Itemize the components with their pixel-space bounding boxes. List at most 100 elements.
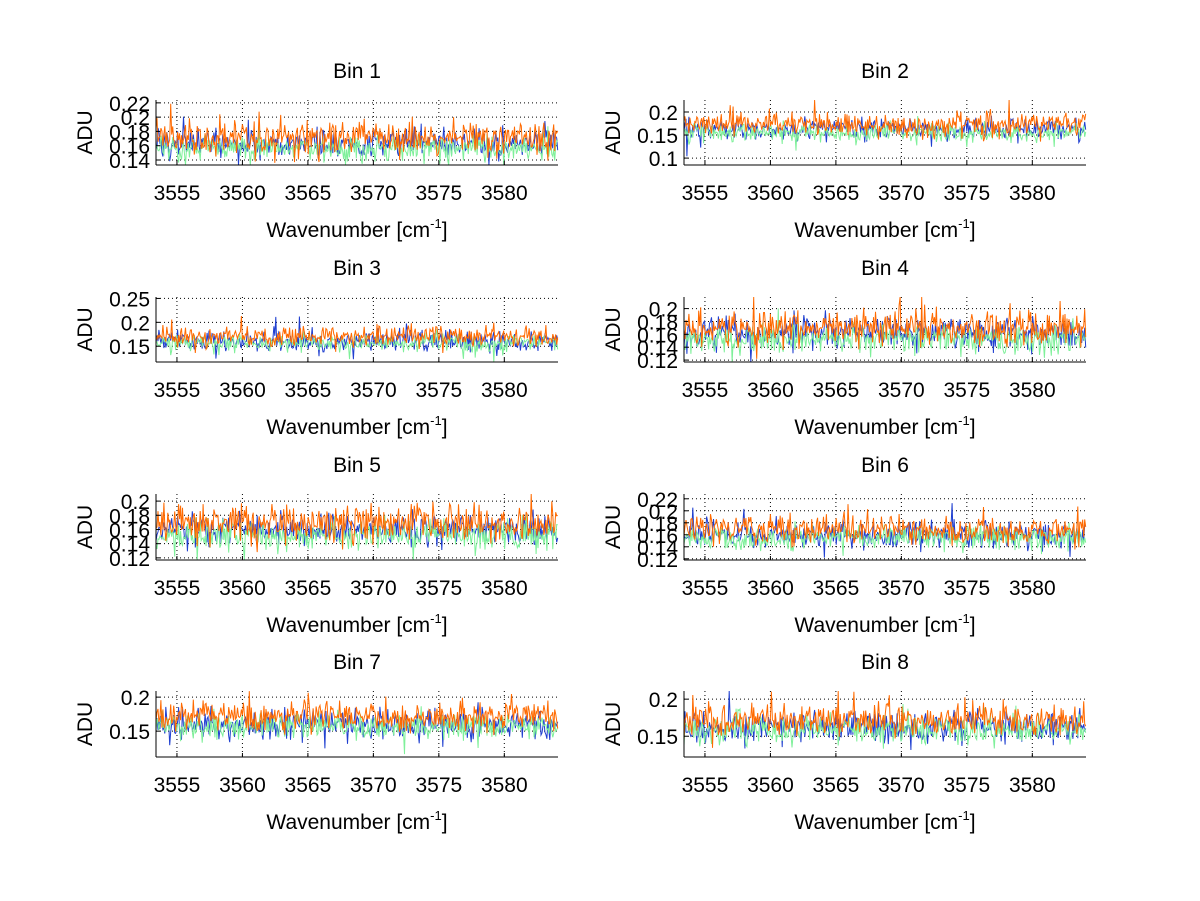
y-tick-label: 0.14 [637, 537, 678, 560]
series-line-2 [683, 521, 1087, 556]
series-line-2 [155, 126, 559, 166]
x-tick-label: 3565 [285, 577, 332, 600]
x-axis-label-superscript: -1 [430, 216, 442, 231]
x-tick-label: 3565 [813, 577, 860, 600]
x-axis-label-end: ] [970, 416, 976, 439]
series-group [683, 690, 1087, 751]
subplot-title: Bin 6 [861, 454, 909, 477]
y-tick-label: 0.2 [121, 491, 150, 514]
x-tick-label: 3570 [878, 577, 925, 600]
x-tick-label: 3565 [285, 379, 332, 402]
x-tick-label: 3575 [943, 577, 990, 600]
y-tick-label: 0.18 [637, 311, 678, 334]
series-line-3 [155, 691, 559, 736]
x-axis-label-superscript: -1 [430, 808, 442, 823]
x-tick-label: 3555 [682, 577, 729, 600]
subplot-bin-8: Bin 8 3555 3560 3565 3570 3575 3580 0.15 0.2 ADU W… [602, 651, 1087, 834]
x-tick-label: 3570 [350, 577, 397, 600]
y-tick-label: 0.2 [649, 689, 678, 712]
series-line-3 [155, 315, 559, 354]
x-tick-label: 3570 [350, 379, 397, 402]
x-tick-label: 3560 [219, 577, 266, 600]
x-axis-label-main: Wavenumber [cm [266, 811, 430, 834]
subplot-bin-7: Bin 7 3555 3560 3565 3570 3575 3580 0.15 0.2 ADU W… [74, 651, 559, 834]
x-axis-label: Wavenumber [cm-1] [794, 611, 975, 637]
y-tick-label: 0.2 [649, 299, 678, 322]
x-axis-label-main: Wavenumber [cm [266, 416, 430, 439]
y-axis-label: ADU [74, 307, 97, 351]
y-axis-label: ADU [602, 110, 625, 154]
subplot-title: Bin 3 [333, 257, 381, 280]
series-line-3 [155, 493, 558, 553]
series-line-1 [155, 702, 559, 749]
x-tick-label: 3580 [481, 182, 528, 205]
x-tick-label: 3580 [1009, 379, 1056, 402]
y-tick-label: 0.2 [121, 687, 150, 710]
x-axis-label-end: ] [442, 614, 448, 637]
subplot-title: Bin 8 [861, 651, 909, 674]
x-tick-label: 3555 [682, 379, 729, 402]
y-tick-label: 0.12 [637, 549, 678, 572]
x-tick-label: 3580 [1009, 774, 1056, 797]
x-axis-label-end: ] [970, 811, 976, 834]
y-axis-label: ADU [74, 110, 97, 154]
x-tick-label: 3560 [747, 379, 794, 402]
y-tick-label: 0.16 [637, 324, 678, 347]
x-tick-label: 3555 [154, 182, 201, 205]
x-axis-label-superscript: -1 [430, 611, 442, 626]
series-line-2 [683, 115, 1087, 151]
series-group [683, 503, 1087, 558]
y-tick-label: 0.15 [637, 726, 678, 749]
x-tick-label: 3565 [813, 774, 860, 797]
x-axis-label-superscript: -1 [958, 413, 970, 428]
y-tick-label: 0.16 [109, 519, 150, 542]
series-line-3 [683, 690, 1087, 748]
series-group [155, 493, 559, 561]
x-axis-label-superscript: -1 [958, 808, 970, 823]
x-axis-label: Wavenumber [cm-1] [794, 413, 975, 439]
subplot-title: Bin 2 [861, 60, 909, 83]
series-line-3 [155, 103, 559, 163]
x-axis-label-main: Wavenumber [cm [794, 614, 958, 637]
x-axis-label-superscript: -1 [958, 216, 970, 231]
y-tick-label: 0.2 [649, 501, 678, 524]
y-tick-label: 0.2 [649, 102, 678, 125]
y-tick-label: 0.12 [637, 350, 678, 373]
x-axis-label-end: ] [442, 219, 448, 242]
y-axis-label: ADU [602, 505, 625, 549]
x-tick-label: 3575 [415, 182, 462, 205]
y-tick-label: 0.22 [109, 93, 150, 116]
x-tick-label: 3560 [747, 774, 794, 797]
subplot-title: Bin 5 [333, 454, 381, 477]
y-tick-label: 0.14 [109, 150, 150, 173]
y-tick-label: 0.25 [109, 288, 150, 311]
x-tick-label: 3575 [415, 379, 462, 402]
x-tick-label: 3565 [285, 774, 332, 797]
x-tick-label: 3575 [415, 774, 462, 797]
x-tick-label: 3560 [219, 379, 266, 402]
subplot-bin-3: Bin 3 3555 3560 3565 3570 3575 3580 0.150.20.25… [74, 257, 559, 439]
x-tick-label: 3560 [219, 182, 266, 205]
x-tick-label: 3555 [154, 577, 201, 600]
x-axis-label-end: ] [970, 219, 976, 242]
series-group [683, 296, 1087, 363]
x-tick-label: 3555 [682, 774, 729, 797]
x-tick-label: 3570 [878, 379, 925, 402]
subplot-title: Bin 1 [333, 60, 381, 83]
y-tick-label: 0.2 [121, 107, 150, 130]
y-axis-label: ADU [74, 505, 97, 549]
x-axis-label: Wavenumber [cm-1] [266, 216, 447, 242]
x-axis-label-superscript: -1 [958, 611, 970, 626]
y-tick-label: 0.16 [109, 136, 150, 159]
subplot-title: Bin 7 [333, 651, 381, 674]
x-tick-label: 3560 [219, 774, 266, 797]
y-tick-label: 0.18 [109, 505, 150, 528]
x-axis-label: Wavenumber [cm-1] [266, 611, 447, 637]
x-tick-label: 3570 [878, 774, 925, 797]
series-line-3 [683, 296, 1087, 359]
x-tick-label: 3575 [943, 182, 990, 205]
x-axis-label: Wavenumber [cm-1] [266, 808, 447, 834]
y-axis-label: ADU [602, 702, 625, 746]
